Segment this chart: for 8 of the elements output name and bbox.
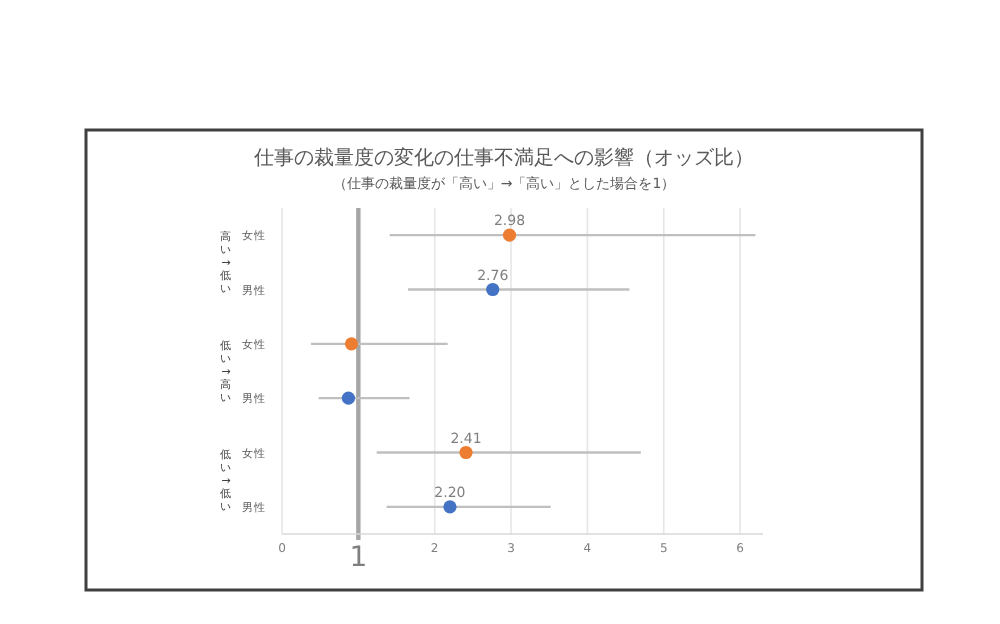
ref-line-label: 1 <box>349 542 368 574</box>
point <box>344 337 359 351</box>
point <box>443 500 457 514</box>
point <box>341 391 356 405</box>
point <box>486 282 500 297</box>
chart-title: 仕事の裁量度の変化の仕事不満足への影響（オッズ比） <box>254 146 754 170</box>
point <box>502 228 517 242</box>
point <box>459 445 473 460</box>
